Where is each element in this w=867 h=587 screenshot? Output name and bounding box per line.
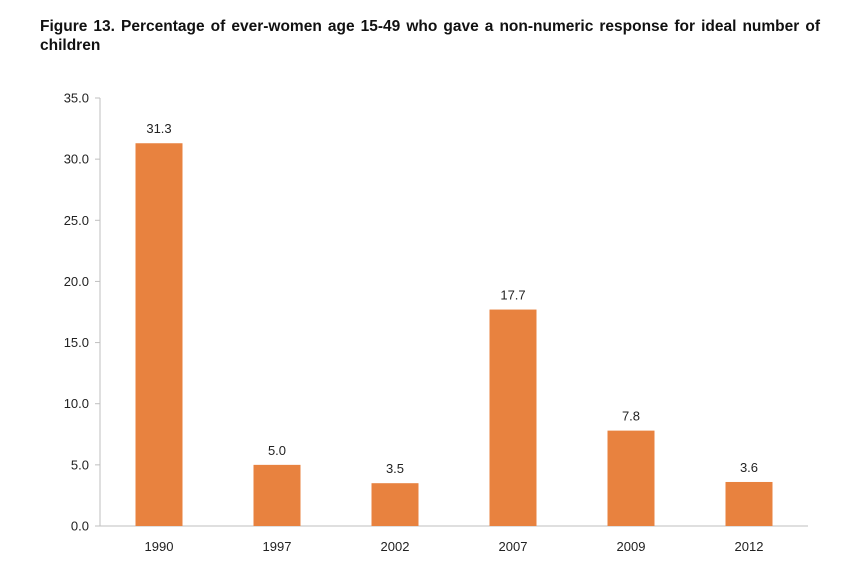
x-axis: 1990 1997 2002 2007 2009 2012 (100, 525, 808, 554)
y-tick-label: 10.0 (64, 396, 89, 411)
bar-1997 (253, 464, 301, 526)
bar-2007 (489, 309, 537, 526)
data-label-1990: 31.3 (146, 121, 171, 136)
x-tick-label-2002: 2002 (381, 539, 410, 554)
bar-2009 (607, 430, 655, 526)
x-tick-label-1990: 1990 (145, 539, 174, 554)
data-label-2002: 3.5 (386, 461, 404, 476)
y-tick-label: 15.0 (64, 335, 89, 350)
x-tick-label-2007: 2007 (499, 539, 528, 554)
y-tick-label: 25.0 (64, 213, 89, 228)
figure-title: Figure 13. Percentage of ever-women age … (40, 18, 820, 54)
x-tick-label-1997: 1997 (263, 539, 292, 554)
y-tick-label: 20.0 (64, 274, 89, 289)
bar-2012 (725, 481, 773, 526)
data-labels: 31.3 5.0 3.5 17.7 7.8 3.6 (146, 121, 758, 476)
bars (135, 143, 773, 526)
y-tick-label: 30.0 (64, 152, 89, 167)
y-axis: 0.0 5.0 10.0 15.0 20.0 25.0 30.0 35.0 (64, 91, 101, 534)
y-tick-label: 5.0 (71, 457, 89, 472)
bar-1990 (135, 143, 183, 526)
bar-2002 (371, 483, 419, 526)
data-label-2007: 17.7 (500, 288, 525, 303)
y-tick-label: 35.0 (64, 91, 89, 106)
y-tick-label: 0.0 (71, 519, 89, 534)
x-tick-label-2009: 2009 (617, 539, 646, 554)
data-label-2012: 3.6 (740, 460, 758, 475)
data-label-2009: 7.8 (622, 409, 640, 424)
x-tick-label-2012: 2012 (735, 539, 764, 554)
data-label-1997: 5.0 (268, 443, 286, 458)
